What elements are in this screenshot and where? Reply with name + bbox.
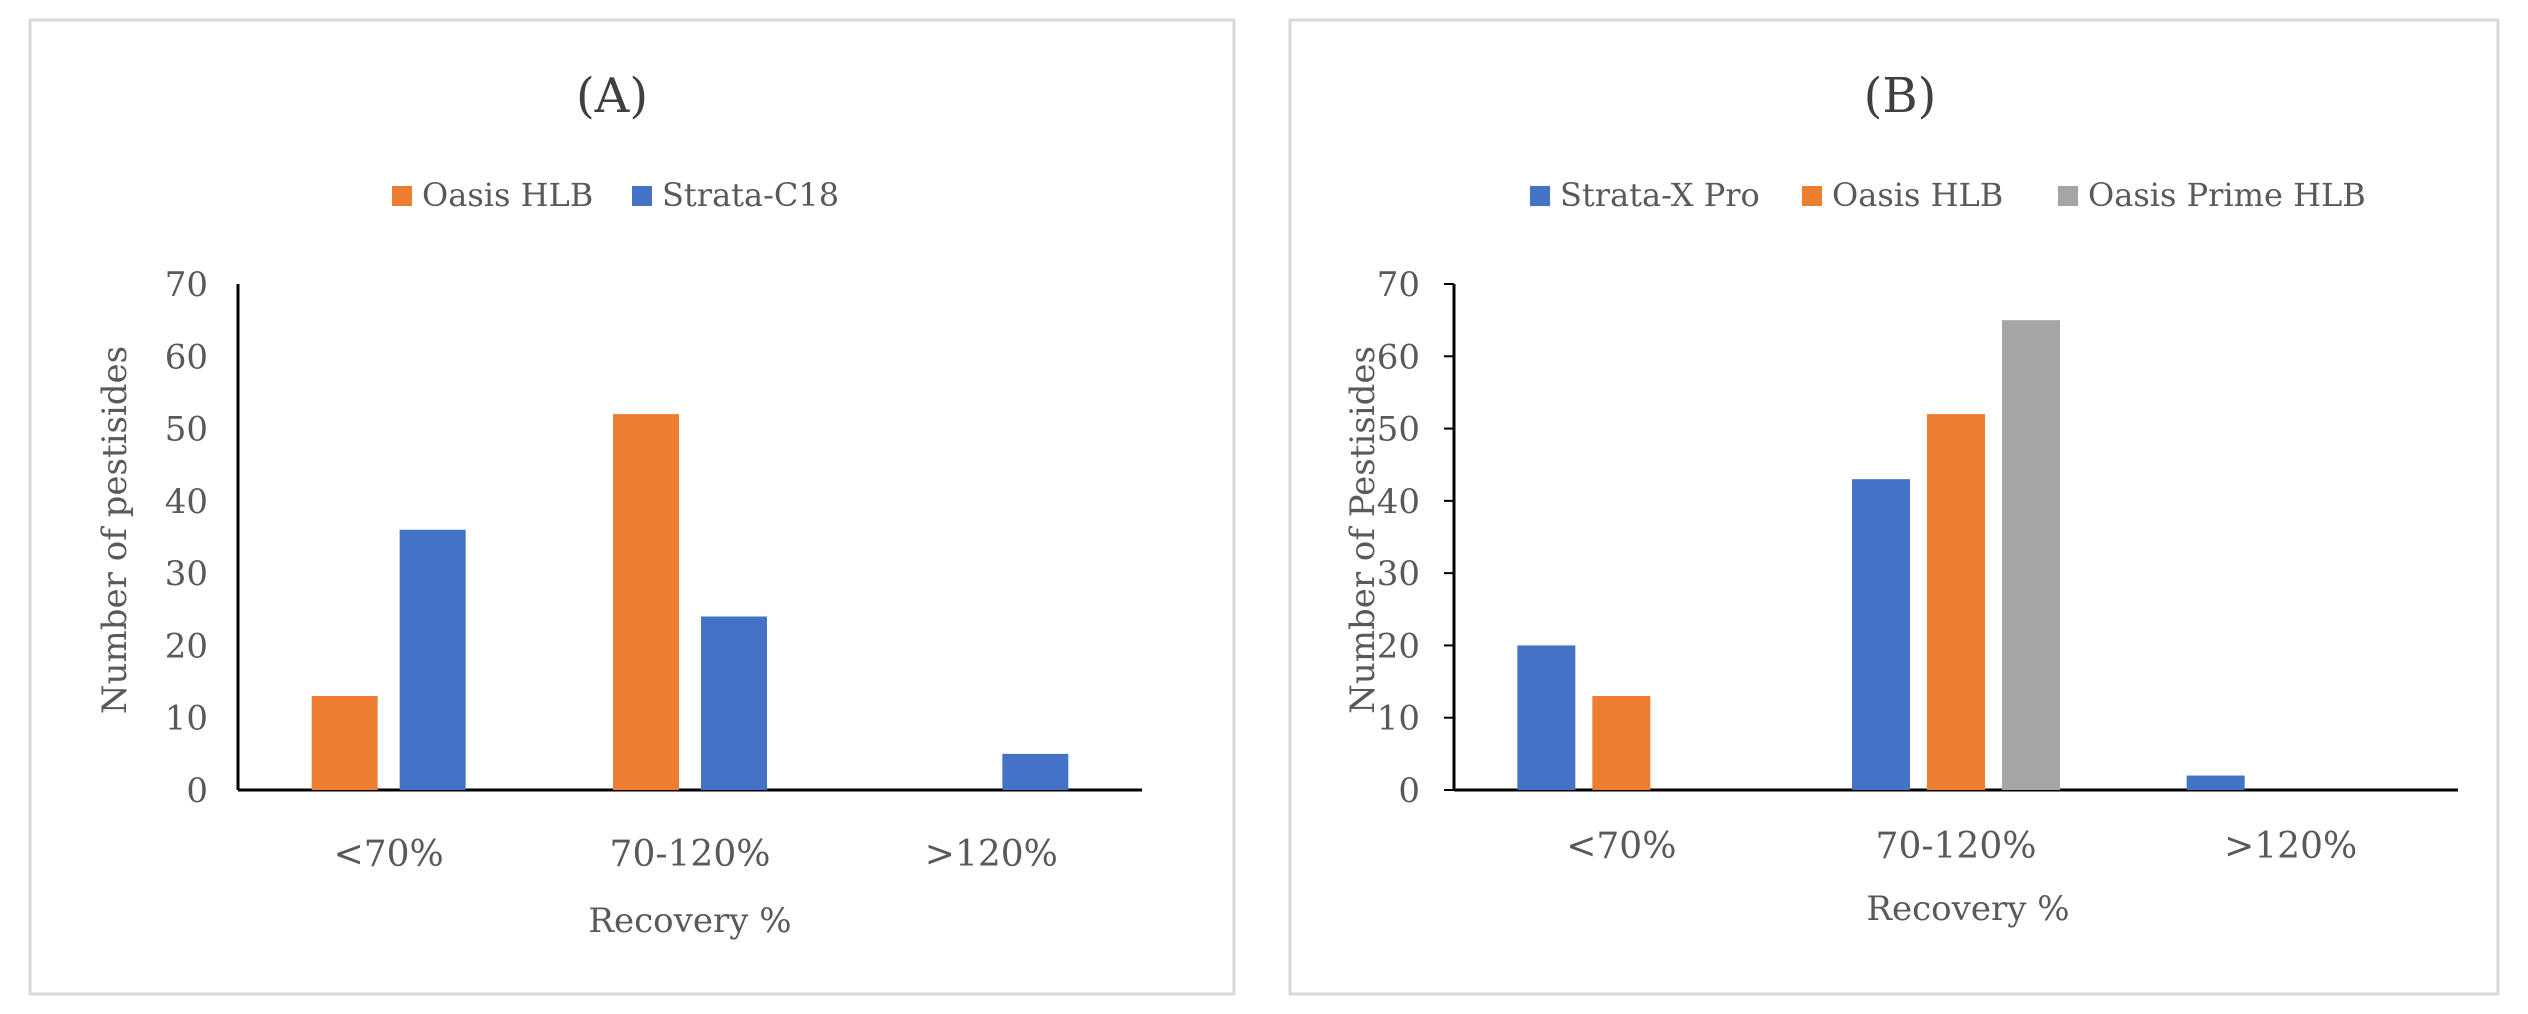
chart-panel-b: (B) Strata-X Pro Oasis HLB Oasis Prime HLB… xyxy=(1264,0,2528,1014)
chart-a-legend: Oasis HLB Strata-C18 xyxy=(392,176,839,214)
y-tick-label: 10 xyxy=(165,699,208,739)
x-category-label: <70% xyxy=(1566,826,1676,867)
y-tick-label: 70 xyxy=(1377,265,1420,305)
y-tick-label: 10 xyxy=(1377,699,1420,739)
legend-label: Strata-C18 xyxy=(662,176,839,214)
chart-a-x-axis-title: Recovery % xyxy=(588,901,791,941)
bar-oasis-hlb xyxy=(1592,696,1651,790)
chart-b-bars xyxy=(1517,320,2245,790)
bar-strata-x-pro xyxy=(2186,775,2245,790)
chart-b-y-axis-title: Number of Pestisides xyxy=(1343,346,1383,714)
x-category-label: 70-120% xyxy=(610,834,771,875)
chart-a-axes: 0 10 20 30 40 50 60 70 <70% 70-120% >120% xyxy=(165,265,1142,875)
legend-label: Oasis HLB xyxy=(422,176,593,214)
chart-panel-a: (A) Oasis HLB Strata-C18 0 10 20 30 40 50 60 70 <… xyxy=(28,18,1236,996)
y-tick-label: 0 xyxy=(186,771,208,811)
legend-label: Oasis HLB xyxy=(1832,176,2003,214)
legend-label: Oasis Prime HLB xyxy=(2088,176,2366,214)
legend-swatch xyxy=(392,186,412,206)
chart-b-x-axis-title: Recovery % xyxy=(1866,889,2069,929)
chart-b: (B) Strata-X Pro Oasis HLB Oasis Prime HLB… xyxy=(1288,18,2500,996)
bar-oasis-hlb xyxy=(311,696,378,790)
bar-oasis-prime-hlb xyxy=(2002,320,2060,790)
chart-a-y-axis-title: Number of pestisides xyxy=(95,346,135,714)
y-tick-label: 50 xyxy=(165,410,208,450)
bar-strata-x-pro xyxy=(1517,645,1576,790)
bar-strata-c18 xyxy=(399,529,466,790)
bar-strata-c18 xyxy=(1002,753,1069,790)
y-tick-label: 40 xyxy=(165,482,208,522)
legend-swatch xyxy=(1802,186,1822,206)
legend-swatch xyxy=(1530,186,1550,206)
y-tick-label: 70 xyxy=(165,265,208,305)
chart-a-bars xyxy=(311,414,1069,790)
bar-oasis-hlb xyxy=(613,414,679,790)
y-tick-label: 20 xyxy=(1377,626,1420,666)
y-tick-label: 30 xyxy=(165,554,208,594)
y-tick-label: 40 xyxy=(1377,482,1420,522)
legend-swatch xyxy=(632,186,652,206)
legend-label: Strata-X Pro xyxy=(1560,176,1760,214)
chart-b-title: (B) xyxy=(1864,68,1937,124)
bar-strata-x-pro xyxy=(1852,479,1910,790)
y-tick-label: 50 xyxy=(1377,410,1420,450)
bar-strata-c18 xyxy=(701,616,767,790)
y-tick-label: 60 xyxy=(165,337,208,377)
chart-a-title: (A) xyxy=(576,68,648,124)
x-category-label: <70% xyxy=(334,834,444,875)
bar-oasis-hlb xyxy=(1927,414,1985,790)
chart-b-legend: Strata-X Pro Oasis HLB Oasis Prime HLB xyxy=(1530,176,2366,214)
x-category-label: >120% xyxy=(925,834,1058,875)
y-tick-label: 30 xyxy=(1377,554,1420,594)
y-tick-label: 0 xyxy=(1398,771,1420,811)
y-tick-label: 60 xyxy=(1377,337,1420,377)
legend-swatch xyxy=(2058,186,2078,206)
chart-a: (A) Oasis HLB Strata-C18 0 10 20 30 40 50 60 70 <… xyxy=(28,18,1236,996)
x-category-label: >120% xyxy=(2224,826,2357,867)
y-tick-label: 20 xyxy=(165,626,208,666)
x-category-label: 70-120% xyxy=(1876,826,2037,867)
